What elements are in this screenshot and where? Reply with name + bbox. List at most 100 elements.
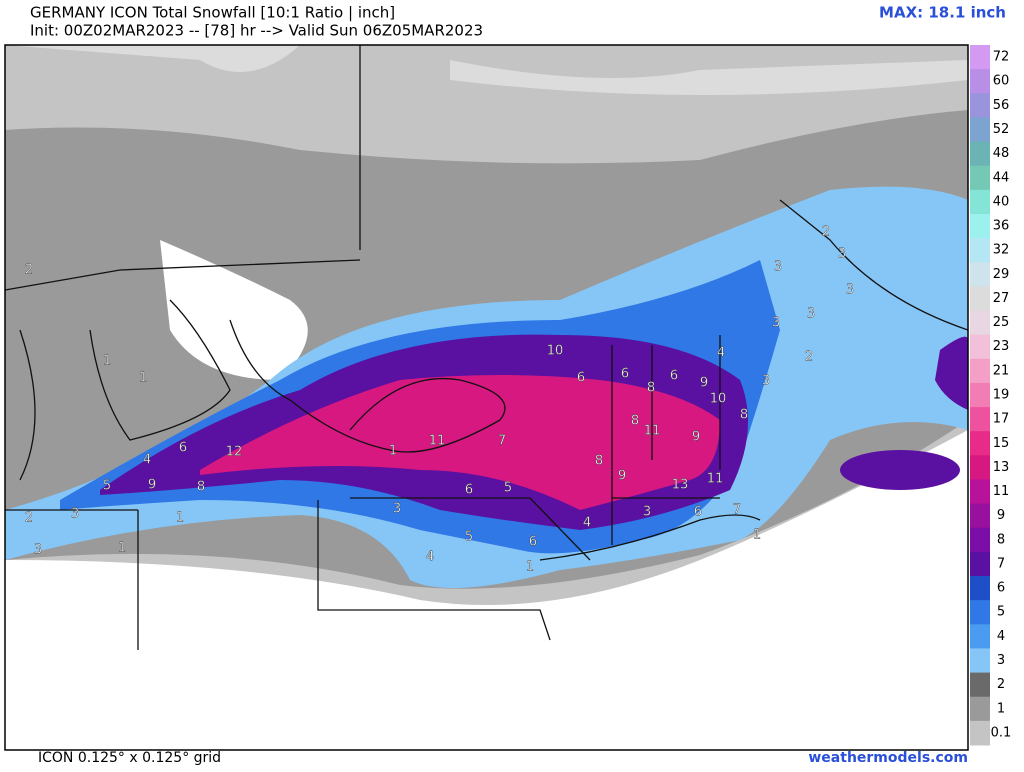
- grid-note: ICON 0.125° x 0.125° grid: [38, 750, 221, 766]
- colorbar-swatch: [970, 551, 990, 577]
- map-label: 9: [700, 376, 708, 391]
- map-label: 1: [118, 541, 126, 556]
- colorbar-swatch: [970, 648, 990, 674]
- colorbar-swatch: [970, 69, 990, 94]
- map-label: 8: [647, 381, 655, 396]
- colorbar-swatch: [970, 431, 990, 456]
- colorbar-label: 6: [997, 581, 1005, 596]
- map-label: 3: [643, 505, 651, 520]
- colorbar-label: 8: [997, 532, 1005, 547]
- map-label: 1: [753, 528, 761, 543]
- snow-light: [5, 45, 968, 95]
- snow-pink: [200, 375, 720, 510]
- colorbar-label: 36: [993, 219, 1010, 234]
- colorbar-label: 23: [993, 339, 1010, 354]
- colorbar-swatch: [970, 334, 990, 360]
- map-label: 6: [179, 441, 187, 456]
- map-label: 3: [772, 316, 780, 331]
- colorbar-swatch: [970, 238, 990, 263]
- colorbar-label: 60: [993, 74, 1010, 89]
- map-label: 6: [465, 483, 473, 498]
- map-label: 8: [197, 480, 205, 495]
- colorbar-swatch: [970, 286, 990, 312]
- map-label: 7: [498, 434, 506, 449]
- colorbar-swatch: [970, 310, 990, 336]
- map-label: 1: [389, 444, 397, 459]
- colorbar-label: 3: [997, 653, 1005, 668]
- map-label: 10: [710, 392, 727, 407]
- max-label: MAX: 18.1 inch: [879, 4, 1006, 22]
- map-label: 3: [838, 247, 846, 262]
- map-label: 7: [733, 503, 741, 518]
- colorbar-label: 0.1: [991, 725, 1012, 740]
- colorbar-swatch: [970, 117, 990, 143]
- colorbar-swatch: [970, 358, 990, 384]
- map-label: 8: [595, 454, 603, 469]
- colorbar-label: 9: [997, 508, 1005, 523]
- colorbar-label: 56: [993, 98, 1010, 113]
- map-label: 2: [822, 225, 830, 240]
- colorbar-label: 13: [993, 460, 1010, 475]
- snow-purple: [935, 336, 968, 410]
- colorbar-label: 25: [993, 315, 1010, 330]
- map-label: 12: [226, 445, 243, 460]
- colorbar-label: 27: [993, 291, 1010, 306]
- subtitle: Init: 00Z02MAR2023 -- [78] hr --> Valid …: [30, 22, 483, 40]
- colorbar-swatch: [970, 696, 990, 722]
- map-label: 6: [670, 369, 678, 384]
- map-label: 3: [807, 307, 815, 322]
- map-label: 13: [672, 478, 689, 493]
- colorbar-label: 19: [993, 388, 1010, 403]
- colorbar-swatch: [970, 189, 990, 215]
- map-label: 9: [618, 469, 626, 484]
- map: [4, 44, 969, 751]
- map-label: 9: [692, 430, 700, 445]
- map-label: 3: [393, 502, 401, 517]
- colorbar-swatch: [970, 141, 990, 167]
- map-label: 1: [139, 371, 147, 386]
- colorbar-swatch: [970, 262, 990, 287]
- colorbar-swatch: [970, 93, 990, 118]
- colorbar-label: 17: [993, 412, 1010, 427]
- map-label: 11: [707, 472, 724, 487]
- map-label: 3: [774, 260, 782, 275]
- colorbar-label: 5: [997, 605, 1005, 620]
- map-label: 1: [103, 354, 111, 369]
- boundaries: [5, 45, 968, 650]
- colorbar-label: 11: [993, 484, 1010, 499]
- no-snow: [160, 240, 308, 380]
- map-label: 8: [740, 408, 748, 423]
- colorbar-swatch: [970, 479, 990, 505]
- map-label: 1: [526, 560, 534, 575]
- map-label: 6: [529, 535, 537, 550]
- colorbar-label: 21: [993, 363, 1010, 378]
- colorbar-swatch: [970, 213, 990, 239]
- map-label: 11: [644, 424, 661, 439]
- map-label: 5: [504, 481, 512, 496]
- map-label: 6: [694, 505, 702, 520]
- colorbar-swatch: [970, 527, 990, 553]
- map-label: 11: [429, 434, 446, 449]
- colorbar-swatch: [970, 672, 990, 698]
- map-label: 9: [148, 478, 156, 493]
- map-label: 3: [846, 283, 854, 298]
- map-label: 3: [762, 374, 770, 389]
- colorbar-label: 4: [997, 629, 1005, 644]
- map-label: 4: [426, 550, 434, 565]
- colorbar-label: 2: [997, 677, 1005, 692]
- colorbar-swatch: [970, 600, 990, 625]
- colorbar-swatch: [970, 382, 990, 408]
- map-label: 4: [143, 453, 151, 468]
- colorbar-swatch: [970, 455, 990, 480]
- colorbar-swatch: [970, 720, 990, 746]
- map-label: 10: [547, 344, 564, 359]
- snow-purple: [840, 450, 960, 490]
- colorbar-label: 15: [993, 436, 1010, 451]
- map-label: 4: [583, 516, 591, 531]
- colorbar-label: 72: [993, 50, 1010, 65]
- map-label: 8: [631, 414, 639, 429]
- colorbar-label: 40: [993, 194, 1010, 209]
- colorbar: 7260565248444036322927252321191715131198…: [970, 45, 1011, 746]
